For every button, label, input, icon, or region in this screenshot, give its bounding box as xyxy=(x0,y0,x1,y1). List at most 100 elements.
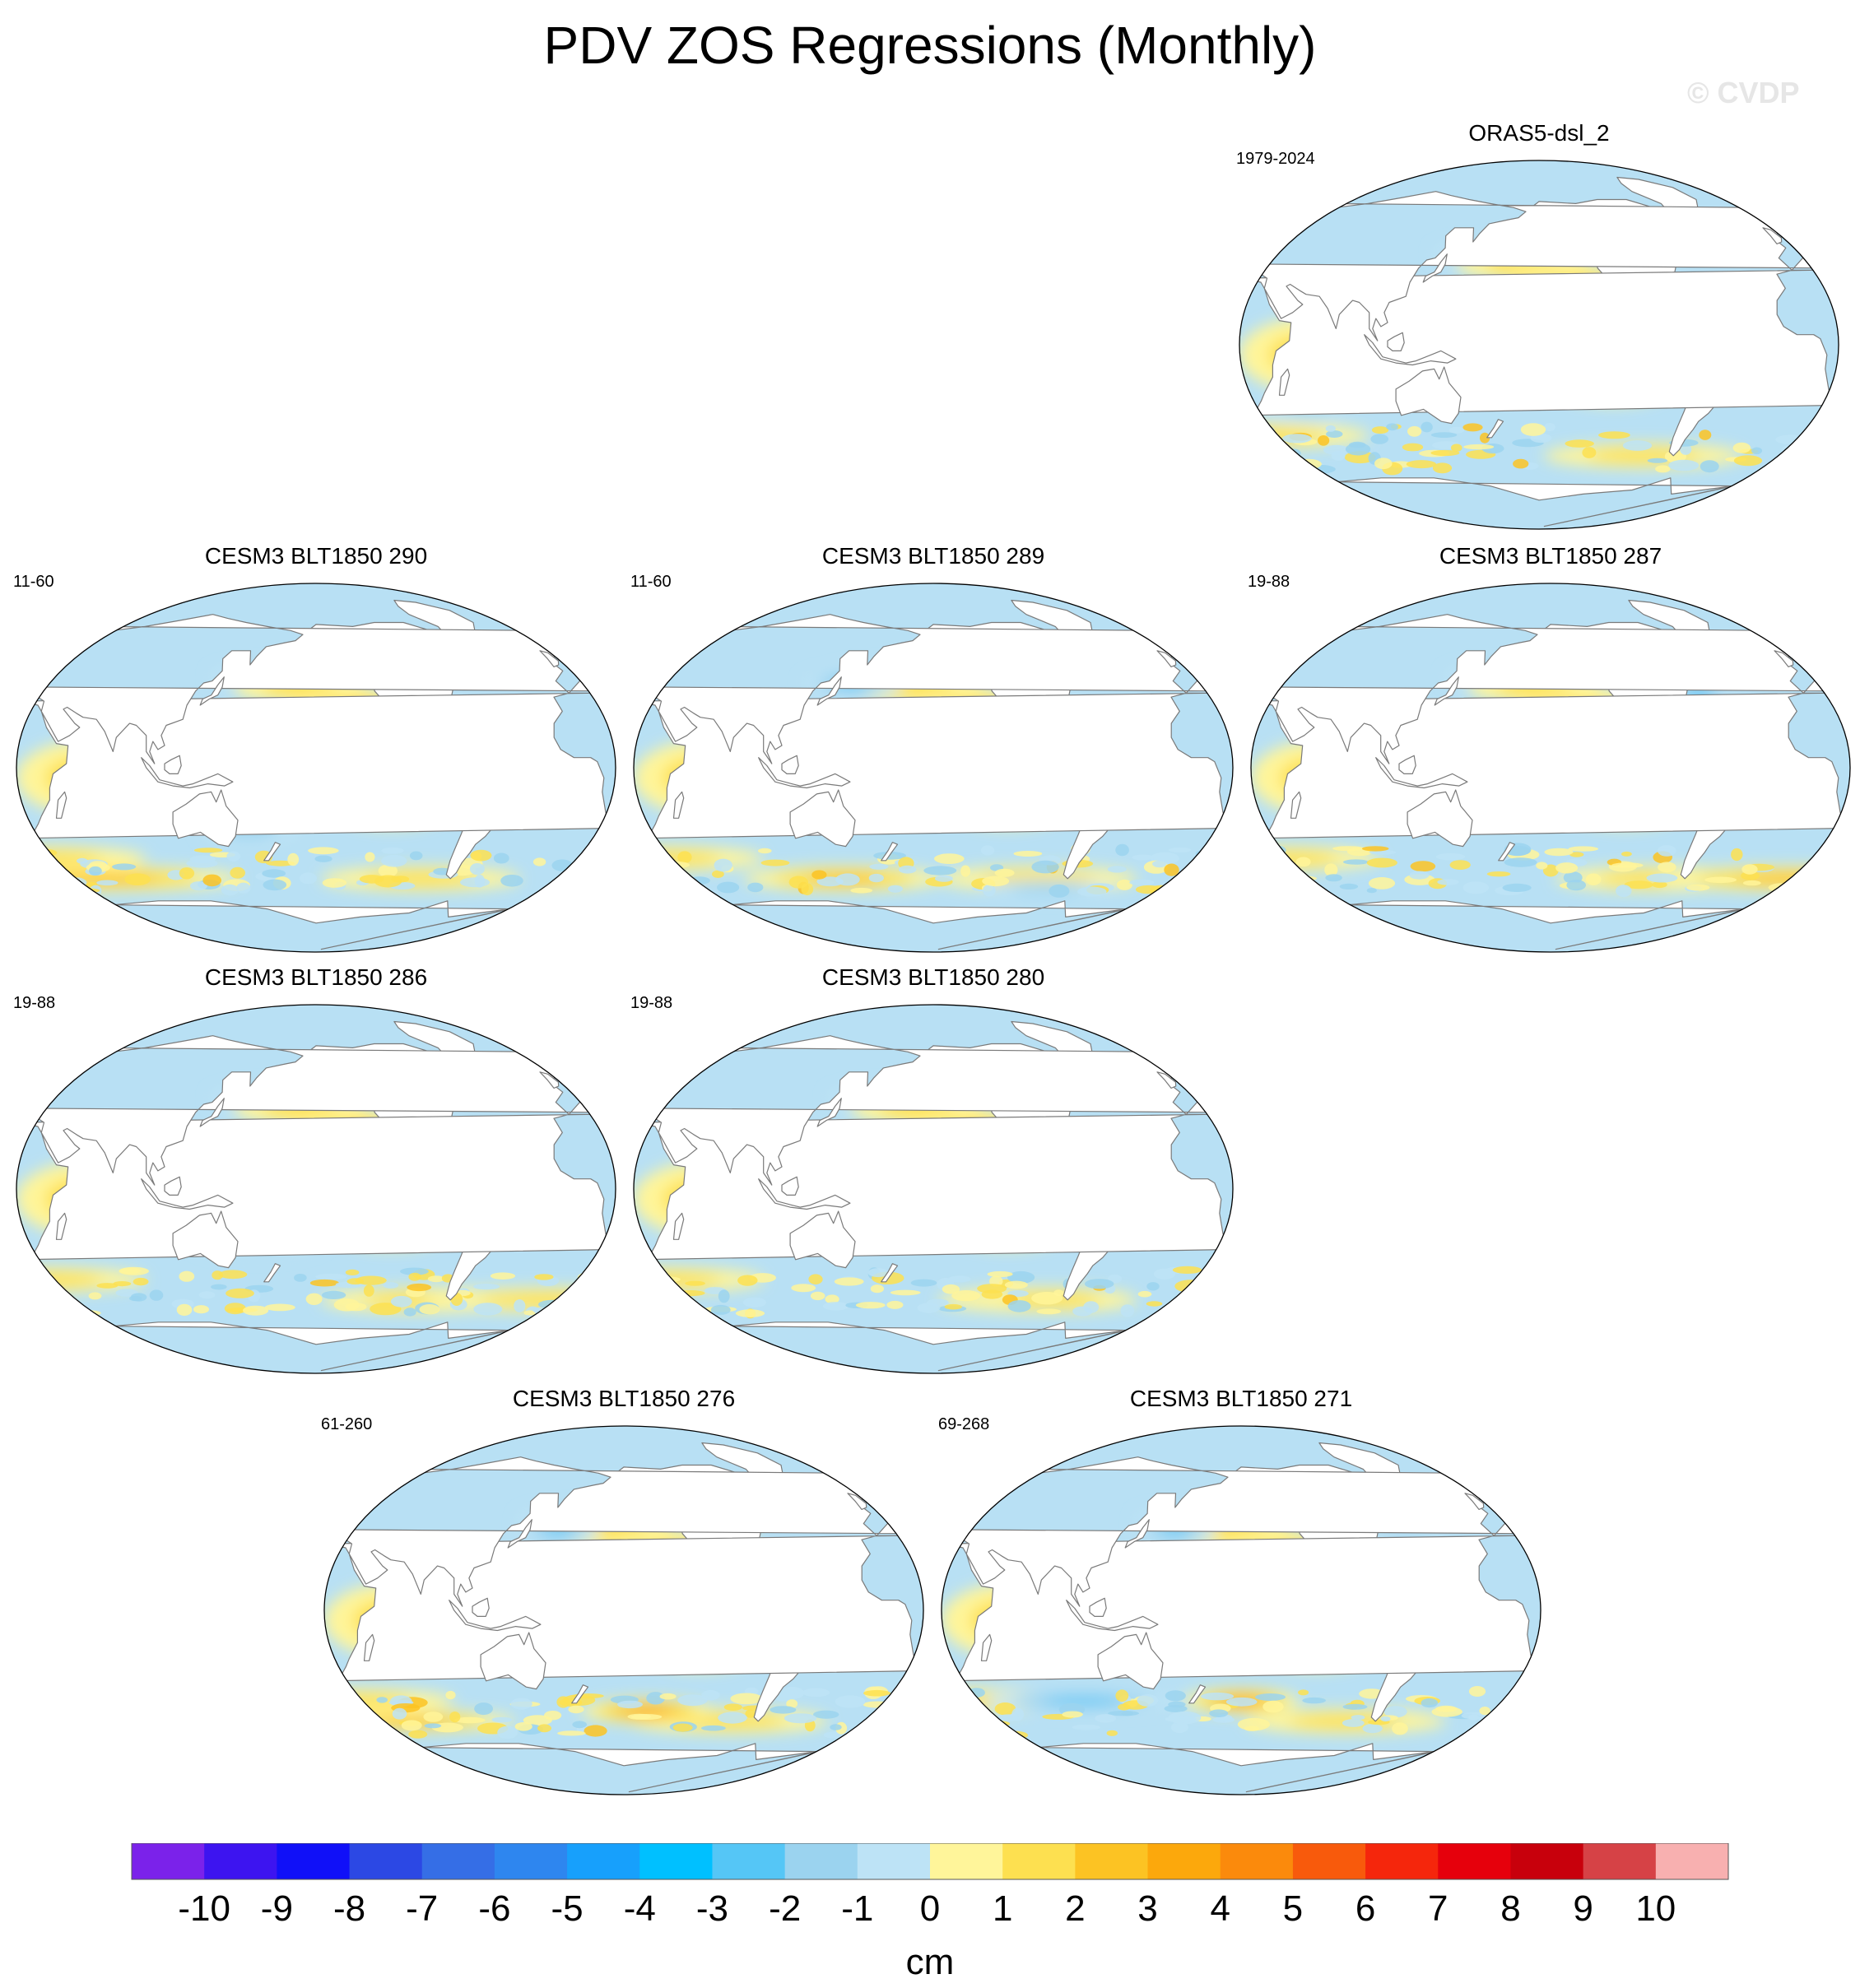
anomaly-speckle xyxy=(179,1270,195,1282)
anomaly-speckle xyxy=(1801,870,1824,880)
land-uk xyxy=(1762,227,1783,245)
anomaly-speckle xyxy=(565,876,592,887)
anomaly-speckle xyxy=(718,1289,730,1303)
anomaly-speckle xyxy=(315,1273,347,1280)
anomaly-speckle xyxy=(1733,455,1763,467)
land-borneo xyxy=(781,1176,799,1196)
anomaly-speckle xyxy=(1326,430,1343,438)
anomaly-speckle xyxy=(910,1279,937,1287)
colorbar-frame xyxy=(131,1843,1729,1880)
colorbar-swatch xyxy=(421,1843,495,1879)
colorbar-swatch xyxy=(1510,1843,1584,1879)
anomaly-speckle xyxy=(867,1268,889,1278)
anomaly-speckle xyxy=(1132,854,1155,861)
anomaly-speckle xyxy=(1202,862,1216,871)
anomaly-speckle xyxy=(89,866,102,876)
anomaly-speckle xyxy=(1254,436,1281,445)
anomaly-speckle xyxy=(685,1280,705,1286)
anomaly-speckle xyxy=(1197,857,1211,866)
land-borneo xyxy=(781,755,799,774)
anomaly-speckle xyxy=(1208,849,1225,856)
anomaly-speckle xyxy=(262,869,286,878)
anomaly-speckle xyxy=(572,1721,587,1729)
anomaly-speckle xyxy=(1432,462,1453,474)
anomaly-speckle xyxy=(584,1725,607,1737)
map-panel-290: CESM3 BLT1850 290 11-60 xyxy=(12,543,621,955)
anomaly-speckle xyxy=(810,1291,825,1301)
anomaly-speckle xyxy=(1421,1698,1439,1708)
anomaly-speckle xyxy=(1287,448,1301,458)
land-japan xyxy=(199,1098,225,1127)
anomaly-speckle xyxy=(1325,874,1342,882)
anomaly-speckle xyxy=(1298,1689,1309,1696)
anomaly-speckle xyxy=(1502,883,1532,892)
land-africa xyxy=(1241,269,1835,416)
anomaly-speckle xyxy=(1004,1280,1028,1289)
anomaly-speckle xyxy=(1386,423,1398,431)
robinson-map xyxy=(941,1425,1541,1795)
land-borneo xyxy=(164,755,182,774)
anomaly-speckle xyxy=(1011,1707,1024,1721)
anomaly-speckle xyxy=(742,1297,767,1308)
anomaly-speckle xyxy=(1732,442,1751,453)
anomaly-speckle xyxy=(403,1308,416,1317)
anomaly-speckle xyxy=(1366,857,1397,868)
anomaly-speckle xyxy=(802,1688,830,1698)
anomaly-speckle xyxy=(583,1268,614,1276)
anomaly-speckle xyxy=(835,1695,866,1708)
panel-title: CESM3 BLT1850 271 xyxy=(1129,1386,1353,1411)
anomaly-speckle xyxy=(1264,426,1276,440)
colorbar-tick-label: 9 xyxy=(1573,1888,1593,1929)
anomaly-speckle xyxy=(534,1274,554,1280)
land-indonesia xyxy=(758,1178,851,1210)
anomaly-speckle xyxy=(355,1275,387,1285)
anomaly-speckle xyxy=(1479,1707,1490,1716)
anomaly-speckle xyxy=(1146,1301,1163,1307)
anomaly-speckle xyxy=(264,1303,295,1312)
panel-title: CESM3 BLT1850 287 xyxy=(1439,543,1662,569)
land-antarctica xyxy=(1346,900,1746,950)
colorbar-tick-label: -1 xyxy=(841,1888,873,1929)
land-japan xyxy=(507,1519,532,1549)
anomaly-speckle xyxy=(1146,1282,1160,1291)
anomaly-speckle xyxy=(1542,864,1559,877)
colorbar-swatch xyxy=(639,1843,713,1879)
colorbar-tick-label: 2 xyxy=(1065,1888,1085,1929)
anomaly-speckle xyxy=(723,1703,742,1711)
anomaly-speckle xyxy=(672,1723,693,1732)
anomaly-speckle xyxy=(1374,458,1393,470)
anomaly-speckle xyxy=(500,875,523,887)
anomaly-speckle xyxy=(1118,1703,1131,1711)
anomaly-speckle xyxy=(1361,846,1389,852)
land-uk xyxy=(1156,650,1177,668)
land-indonesia xyxy=(449,1600,542,1632)
land-africa xyxy=(635,692,1230,839)
colorbar-tick-label: 3 xyxy=(1137,1888,1157,1929)
anomaly-speckle xyxy=(1555,862,1579,874)
anomaly-speckle xyxy=(218,1270,248,1280)
anomaly-speckle xyxy=(962,1709,994,1722)
land-japan xyxy=(816,1098,842,1127)
colorbar-tick-label: -8 xyxy=(333,1888,365,1929)
anomaly-speckle xyxy=(391,876,410,883)
map-panel-276: CESM3 BLT1850 276 61-260 xyxy=(319,1386,928,1797)
anomaly-speckle xyxy=(133,1277,149,1286)
anomaly-speckle xyxy=(1115,1689,1129,1702)
anomaly-speckle xyxy=(898,865,917,874)
anomaly-speckle xyxy=(1186,1287,1202,1298)
anomaly-speckle xyxy=(176,1303,193,1317)
anomaly-speckle xyxy=(617,1700,643,1709)
land-uk xyxy=(539,1071,560,1089)
anomaly-speckle xyxy=(1164,863,1179,876)
anomaly-speckle xyxy=(968,1710,987,1716)
anomaly-speckle xyxy=(1295,458,1322,470)
land-eurasia xyxy=(1247,191,1825,341)
anomaly-speckle xyxy=(977,1284,1007,1294)
anomaly-speckle xyxy=(784,1713,817,1724)
anomaly-speckle xyxy=(1031,860,1059,874)
land-borneo xyxy=(472,1597,490,1617)
anomaly-speckle xyxy=(1569,852,1584,857)
anomaly-speckle xyxy=(1463,444,1495,450)
anomaly-speckle xyxy=(69,1309,101,1317)
anomaly-speckle xyxy=(710,1304,731,1315)
